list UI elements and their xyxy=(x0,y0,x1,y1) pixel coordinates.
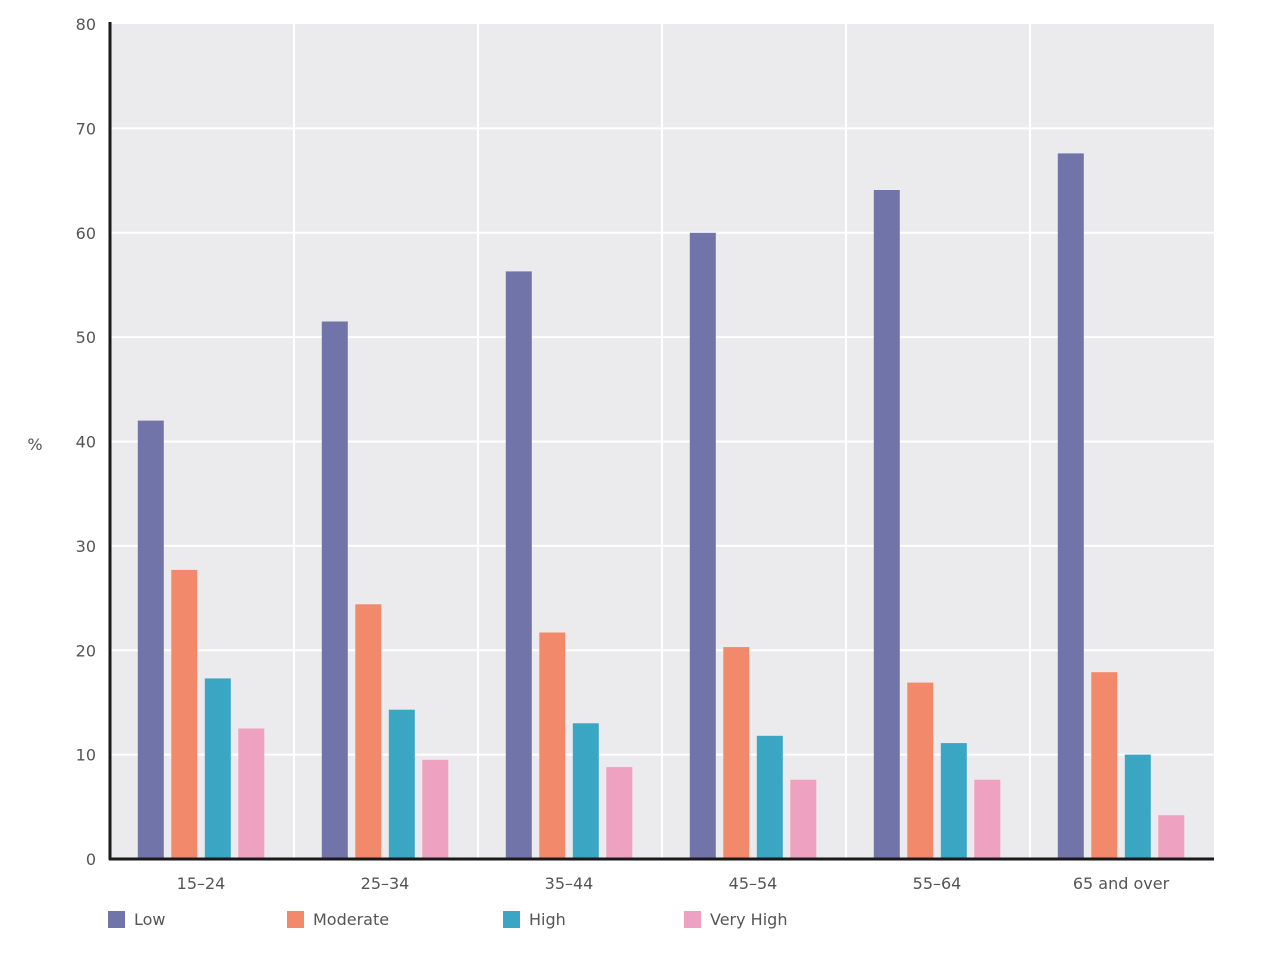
bar-moderate xyxy=(171,569,198,859)
bar-very-high xyxy=(422,759,449,859)
y-tick-labels: 0 10 20 30 40 50 60 70 80 xyxy=(76,15,96,869)
bar-low xyxy=(873,190,900,859)
bar-high xyxy=(388,709,415,859)
bar-moderate xyxy=(907,682,934,859)
bar-very-high xyxy=(1158,815,1185,859)
y-tick-label: 60 xyxy=(76,224,96,243)
x-tick-label: 55–64 xyxy=(913,874,962,893)
legend-item: Low xyxy=(108,910,166,929)
legend-swatch xyxy=(108,911,125,928)
bar-low xyxy=(689,232,716,860)
bar-very-high xyxy=(790,779,817,859)
x-tick-label: 25–34 xyxy=(361,874,410,893)
y-tick-label: 0 xyxy=(86,850,96,869)
bar-high xyxy=(572,723,599,859)
legend-label: Low xyxy=(134,910,166,929)
y-tick-label: 30 xyxy=(76,537,96,556)
legend-swatch xyxy=(503,911,520,928)
legend-item: Very High xyxy=(684,910,787,929)
bar-high xyxy=(940,743,967,859)
y-tick-label: 20 xyxy=(76,641,96,660)
bar-moderate xyxy=(1091,672,1118,859)
legend-label: Very High xyxy=(710,910,788,929)
bar-very-high xyxy=(974,779,1001,859)
bar-very-high xyxy=(606,767,633,859)
legend: Low Moderate High Very High xyxy=(0,910,1280,936)
bar-high xyxy=(1124,754,1151,859)
bar-high xyxy=(204,678,231,859)
y-tick-label: 10 xyxy=(76,746,96,765)
legend-item: Moderate xyxy=(287,910,389,929)
bars xyxy=(137,153,1185,860)
x-tick-label: 45–54 xyxy=(729,874,778,893)
x-tick-labels: 15–24 25–34 35–44 45–54 55–64 65 and over xyxy=(177,874,1170,893)
bar-moderate xyxy=(539,632,566,859)
y-axis-label: % xyxy=(27,435,42,454)
x-tick-label: 35–44 xyxy=(545,874,594,893)
y-tick-label: 70 xyxy=(76,119,96,138)
legend-label: High xyxy=(529,910,566,929)
horizontal-gridlines xyxy=(110,127,1214,756)
bar-low xyxy=(505,271,532,859)
legend-swatch xyxy=(287,911,304,928)
y-tick-label: 40 xyxy=(76,433,96,452)
legend-item: High xyxy=(503,910,566,929)
bar-chart: 0 10 20 30 40 50 60 70 80 15–24 25–34 35–44 45–54 55… xyxy=(27,15,1214,893)
x-tick-label: 15–24 xyxy=(177,874,226,893)
bar-low xyxy=(137,420,164,859)
y-tick-label: 50 xyxy=(76,328,96,347)
bar-high xyxy=(756,735,783,859)
bar-low xyxy=(321,321,348,859)
bar-moderate xyxy=(355,604,382,859)
legend-label: Moderate xyxy=(313,910,390,929)
bar-moderate xyxy=(723,647,750,859)
bar-low xyxy=(1057,153,1084,859)
bar-very-high xyxy=(238,728,265,859)
x-tick-label: 65 and over xyxy=(1073,874,1170,893)
legend-swatch xyxy=(684,911,701,928)
y-tick-label: 80 xyxy=(76,15,96,34)
